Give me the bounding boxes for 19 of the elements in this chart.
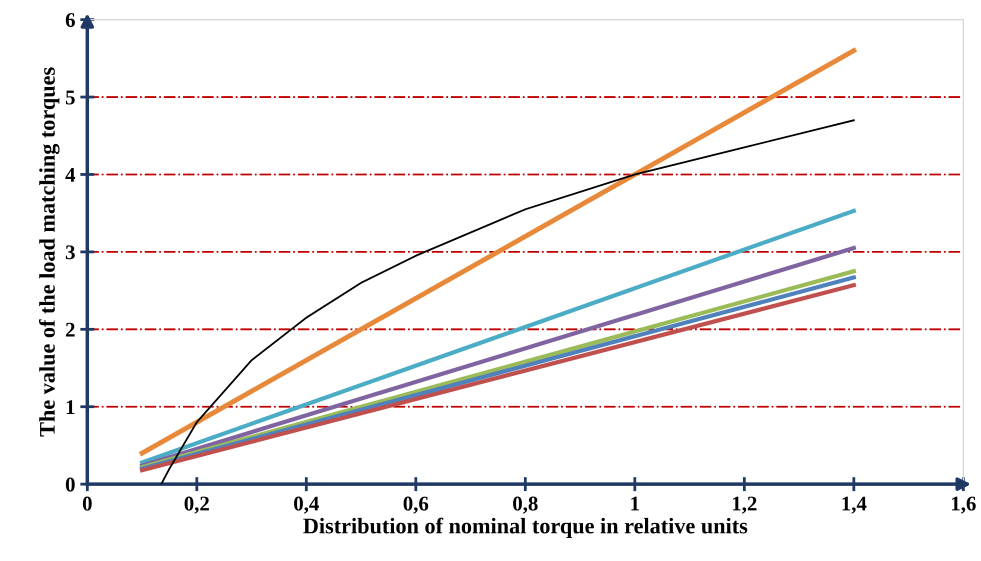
x-tick-label: 0,6: [404, 496, 428, 514]
x-tick-label: 1,6: [952, 496, 976, 514]
x-tick-label: 0,4: [294, 496, 319, 514]
x-tick-label: 1,4: [842, 496, 866, 514]
y-axis-title: The value of the load matching torques: [38, 67, 60, 437]
x-tick-label: 0,2: [184, 496, 209, 514]
y-tick-label: 6: [66, 13, 75, 28]
x-tick-label: 0,8: [513, 496, 538, 514]
line-series: [160, 119, 855, 484]
y-tick-label: 2: [66, 322, 75, 337]
y-tick-label: 0: [66, 478, 75, 492]
y-tick-label: 3: [66, 245, 75, 260]
x-tick-label: 0: [82, 496, 92, 511]
y-tick-label: 5: [66, 90, 75, 104]
y-tick-label: 1: [66, 400, 74, 414]
x-tick-label: 1,2: [732, 496, 756, 514]
x-axis-title: Distribution of nominal torque in relative units: [303, 518, 748, 538]
x-tick-label: 1: [631, 496, 639, 510]
y-tick-label: 4: [65, 168, 76, 182]
